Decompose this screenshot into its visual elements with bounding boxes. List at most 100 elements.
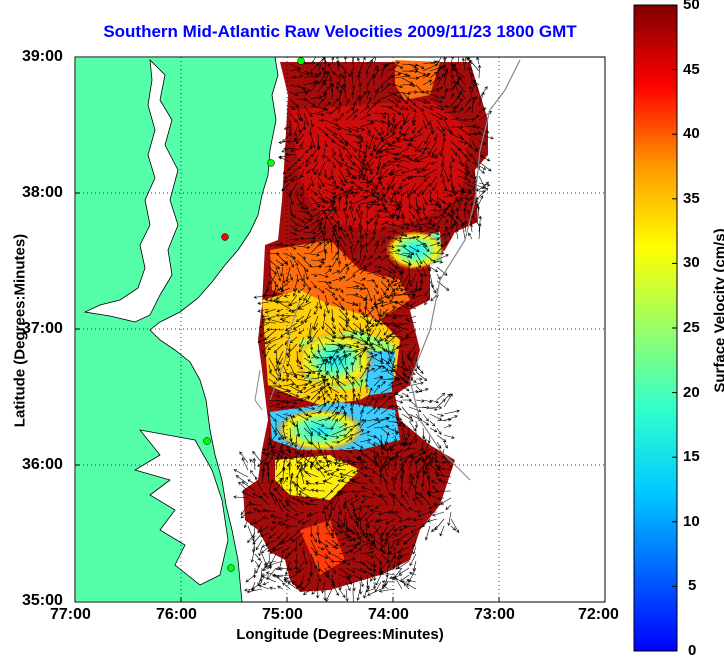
velocity-arrow xyxy=(356,511,361,528)
velocity-arrow xyxy=(306,168,312,174)
velocity-arrow xyxy=(366,217,373,226)
velocity-arrow xyxy=(311,588,319,595)
velocity-arrow xyxy=(471,125,481,130)
velocity-arrow xyxy=(261,314,270,318)
velocity-arrow xyxy=(297,287,305,293)
velocity-arrow xyxy=(317,378,329,387)
velocity-arrow xyxy=(323,225,327,233)
velocity-arrow xyxy=(387,236,403,240)
velocity-arrow xyxy=(380,239,385,247)
velocity-arrow xyxy=(300,315,312,324)
velocity-arrow xyxy=(359,403,366,415)
velocity-arrow xyxy=(314,154,319,163)
velocity-arrow xyxy=(324,301,330,314)
velocity-arrow xyxy=(289,75,297,80)
velocity-arrow xyxy=(310,546,318,557)
velocity-arrow xyxy=(324,175,332,181)
velocity-arrow xyxy=(396,546,410,554)
velocity-arrow xyxy=(296,91,309,95)
velocity-arrow xyxy=(261,575,277,583)
velocity-arrow xyxy=(337,260,342,268)
velocity-arrow xyxy=(387,280,396,287)
velocity-arrow xyxy=(247,502,263,507)
velocity-arrow xyxy=(321,581,326,594)
velocity-arrow xyxy=(303,266,309,280)
velocity-arrow xyxy=(351,57,354,65)
velocity-arrow xyxy=(399,553,410,558)
velocity-arrow xyxy=(404,441,417,446)
velocity-arrow xyxy=(303,413,313,418)
velocity-arrow xyxy=(310,369,323,373)
velocity-arrow xyxy=(335,467,347,472)
velocity-arrow xyxy=(281,522,291,527)
velocity-arrow xyxy=(278,140,291,144)
velocity-arrow xyxy=(463,208,467,219)
velocity-arrow xyxy=(443,212,451,219)
station-marker xyxy=(221,233,229,241)
velocity-arrow xyxy=(303,218,313,226)
velocity-arrow xyxy=(408,245,420,252)
velocity-arrow xyxy=(258,546,263,557)
velocity-arrow xyxy=(303,119,307,131)
velocity-arrow xyxy=(397,133,403,142)
velocity-arrow xyxy=(394,420,402,427)
velocity-arrow xyxy=(440,497,452,505)
velocity-arrow xyxy=(399,441,410,446)
velocity-arrow xyxy=(235,475,249,485)
velocity-arrow xyxy=(380,112,386,119)
velocity-arrow xyxy=(317,294,323,310)
velocity-arrow xyxy=(476,205,481,219)
velocity-arrow xyxy=(429,251,445,255)
velocity-arrow xyxy=(450,104,459,114)
velocity-arrow xyxy=(309,343,314,351)
velocity-arrow xyxy=(390,189,396,204)
velocity-arrow xyxy=(380,416,391,422)
velocity-arrow xyxy=(350,70,354,86)
velocity-arrow xyxy=(331,161,336,169)
velocity-arrow xyxy=(422,217,433,222)
velocity-arrow xyxy=(359,189,369,193)
velocity-arrow xyxy=(338,161,354,170)
velocity-arrow xyxy=(282,382,295,387)
velocity-arrow xyxy=(408,235,420,240)
velocity-arrow xyxy=(425,466,431,478)
velocity-arrow xyxy=(405,303,417,310)
velocity-arrow xyxy=(307,322,312,340)
velocity-arrow xyxy=(359,133,363,141)
velocity-arrow xyxy=(313,455,319,464)
velocity-arrow xyxy=(412,539,417,548)
velocity-arrow xyxy=(338,182,346,186)
velocity-arrow xyxy=(338,126,353,133)
velocity-arrow xyxy=(342,511,347,527)
velocity-arrow xyxy=(275,371,281,380)
velocity-arrow xyxy=(391,182,396,190)
y-tick-label: 39:00 xyxy=(22,48,63,65)
velocity-arrow xyxy=(434,470,439,478)
velocity-arrow xyxy=(460,90,466,100)
velocity-arrow xyxy=(387,245,395,249)
velocity-arrow xyxy=(302,487,312,492)
velocity-arrow xyxy=(297,518,305,523)
velocity-arrow xyxy=(317,336,326,351)
velocity-arrow xyxy=(373,240,380,247)
velocity-arrow xyxy=(336,244,340,261)
velocity-arrow xyxy=(464,98,471,107)
velocity-arrow xyxy=(345,133,362,138)
velocity-arrow xyxy=(436,399,446,408)
velocity-arrow xyxy=(296,455,305,464)
velocity-arrow xyxy=(415,63,425,69)
velocity-arrow xyxy=(429,208,438,212)
velocity-arrow xyxy=(422,79,433,86)
velocity-arrow xyxy=(349,497,361,506)
velocity-arrow xyxy=(262,492,270,499)
velocity-arrow xyxy=(383,329,389,336)
velocity-arrow xyxy=(352,239,360,254)
velocity-arrow xyxy=(366,518,371,529)
velocity-arrow xyxy=(335,393,340,401)
velocity-arrow xyxy=(296,245,311,250)
velocity-arrow xyxy=(445,504,452,510)
velocity-arrow xyxy=(233,495,249,499)
velocity-arrow xyxy=(303,98,317,107)
velocity-arrow xyxy=(385,518,396,525)
velocity-arrow xyxy=(415,242,427,247)
